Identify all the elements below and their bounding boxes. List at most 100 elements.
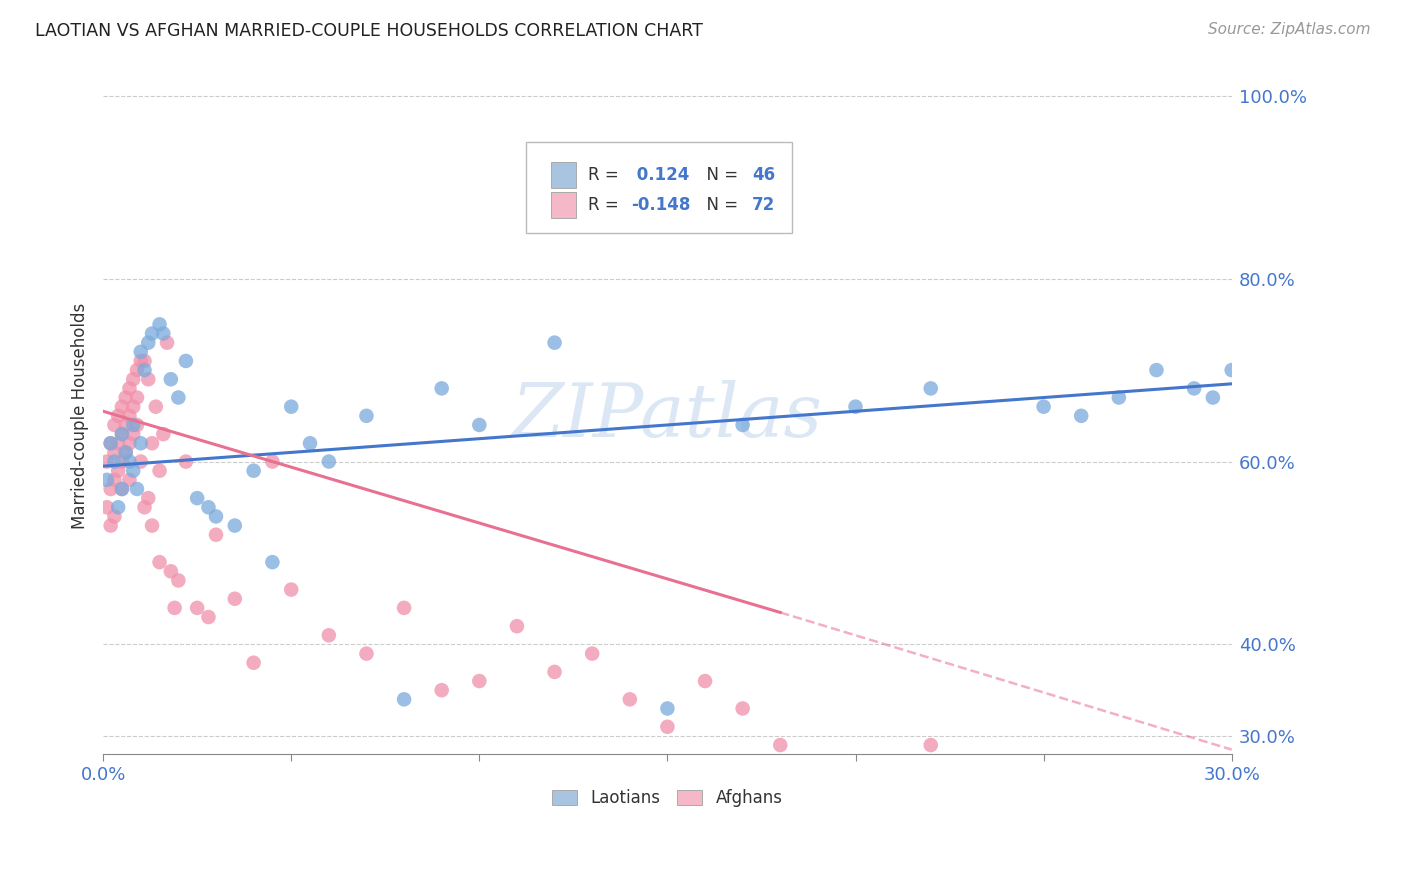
Point bbox=[242, 656, 264, 670]
Point bbox=[118, 381, 141, 395]
Point bbox=[134, 354, 156, 368]
Point bbox=[731, 701, 754, 715]
Point bbox=[581, 647, 603, 661]
Point bbox=[129, 344, 152, 359]
Point bbox=[280, 582, 302, 597]
Point bbox=[141, 326, 163, 341]
Point bbox=[96, 473, 118, 487]
Text: 72: 72 bbox=[752, 196, 775, 214]
Point bbox=[1032, 400, 1054, 414]
Legend: Laotians, Afghans: Laotians, Afghans bbox=[546, 782, 789, 814]
Point bbox=[242, 464, 264, 478]
Point bbox=[318, 454, 340, 468]
Point bbox=[111, 427, 134, 442]
Bar bbox=[551, 193, 576, 219]
Point bbox=[103, 509, 125, 524]
Point bbox=[103, 473, 125, 487]
Point bbox=[657, 701, 679, 715]
Point bbox=[186, 600, 208, 615]
Text: R =: R = bbox=[589, 196, 624, 214]
Point bbox=[262, 555, 284, 569]
Point bbox=[693, 674, 716, 689]
Text: LAOTIAN VS AFGHAN MARRIED-COUPLE HOUSEHOLDS CORRELATION CHART: LAOTIAN VS AFGHAN MARRIED-COUPLE HOUSEHO… bbox=[35, 22, 703, 40]
Point bbox=[111, 400, 134, 414]
Text: Source: ZipAtlas.com: Source: ZipAtlas.com bbox=[1208, 22, 1371, 37]
Point bbox=[167, 391, 190, 405]
Point bbox=[118, 454, 141, 468]
Point bbox=[107, 409, 129, 423]
Point bbox=[262, 454, 284, 468]
Point bbox=[136, 335, 159, 350]
Point bbox=[356, 409, 378, 423]
Point bbox=[125, 391, 148, 405]
Text: ZIPatlas: ZIPatlas bbox=[512, 380, 823, 452]
Point bbox=[100, 436, 122, 450]
Point bbox=[280, 400, 302, 414]
Text: 0.124: 0.124 bbox=[631, 166, 690, 184]
Point bbox=[844, 400, 866, 414]
Point bbox=[107, 436, 129, 450]
Y-axis label: Married-couple Households: Married-couple Households bbox=[72, 302, 89, 529]
Point bbox=[299, 436, 322, 450]
Text: 46: 46 bbox=[752, 166, 775, 184]
Point bbox=[152, 427, 174, 442]
Point bbox=[111, 482, 134, 496]
Point bbox=[96, 500, 118, 515]
Point bbox=[920, 738, 942, 752]
Point bbox=[1108, 391, 1130, 405]
Point bbox=[167, 574, 190, 588]
Bar bbox=[551, 162, 576, 187]
Point bbox=[882, 784, 904, 798]
Point bbox=[125, 417, 148, 432]
Point bbox=[114, 391, 136, 405]
Point bbox=[114, 445, 136, 459]
Point bbox=[543, 665, 565, 679]
Point bbox=[224, 518, 246, 533]
Point bbox=[1220, 363, 1243, 377]
Point bbox=[129, 436, 152, 450]
Point bbox=[111, 454, 134, 468]
Point bbox=[1108, 802, 1130, 816]
Point bbox=[96, 454, 118, 468]
Point bbox=[156, 335, 179, 350]
Point bbox=[103, 417, 125, 432]
Point bbox=[619, 692, 641, 706]
Point bbox=[111, 482, 134, 496]
Point bbox=[107, 500, 129, 515]
Point bbox=[148, 318, 170, 332]
Point bbox=[392, 600, 415, 615]
Point bbox=[122, 417, 145, 432]
Point bbox=[100, 518, 122, 533]
Point bbox=[122, 464, 145, 478]
Text: N =: N = bbox=[696, 196, 742, 214]
Point bbox=[205, 509, 228, 524]
Point bbox=[148, 464, 170, 478]
Point bbox=[160, 564, 183, 578]
Point bbox=[136, 372, 159, 386]
Point bbox=[506, 619, 529, 633]
Point bbox=[148, 555, 170, 569]
Point bbox=[141, 518, 163, 533]
Point bbox=[114, 445, 136, 459]
Point bbox=[141, 436, 163, 450]
Point bbox=[111, 427, 134, 442]
Point bbox=[1146, 363, 1168, 377]
Point bbox=[430, 381, 453, 395]
Point bbox=[122, 400, 145, 414]
Point bbox=[107, 464, 129, 478]
Point bbox=[114, 417, 136, 432]
Point bbox=[356, 647, 378, 661]
Point bbox=[844, 765, 866, 780]
Point bbox=[100, 482, 122, 496]
Point bbox=[957, 793, 980, 807]
Point bbox=[430, 683, 453, 698]
Point bbox=[118, 473, 141, 487]
Point bbox=[129, 354, 152, 368]
Point bbox=[769, 738, 792, 752]
Point bbox=[205, 527, 228, 541]
Point bbox=[657, 720, 679, 734]
Point bbox=[163, 600, 186, 615]
Point bbox=[125, 363, 148, 377]
Point bbox=[100, 436, 122, 450]
Point bbox=[152, 326, 174, 341]
